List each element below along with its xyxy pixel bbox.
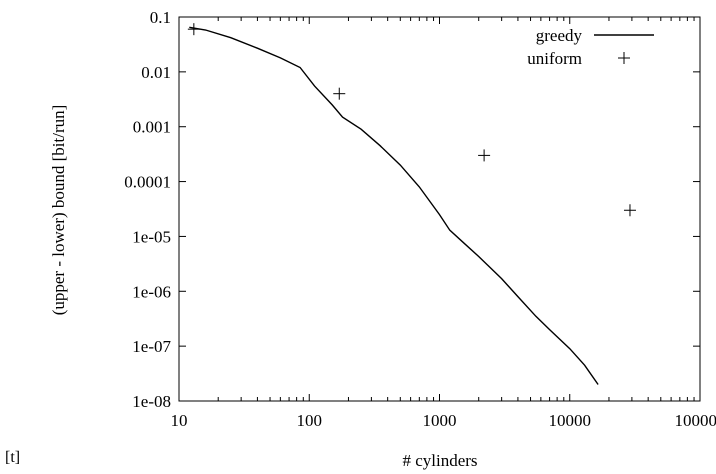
y-tick-label: 1e-07 xyxy=(132,337,171,356)
y-tick-label: 1e-05 xyxy=(132,227,171,246)
x-tick-label: 10 xyxy=(171,411,188,430)
x-axis-title: # cylinders xyxy=(402,451,477,470)
y-tick-label: 1e-06 xyxy=(132,282,171,301)
legend-swatch-uniform xyxy=(618,52,630,64)
y-tick-label: 0.0001 xyxy=(124,173,171,192)
x-tick-label: 100 xyxy=(297,411,323,430)
data-point-uniform xyxy=(478,149,490,161)
y-tick-label: 0.1 xyxy=(150,8,171,27)
legend-label-uniform: uniform xyxy=(527,49,582,68)
series-layer xyxy=(188,23,636,384)
data-point-uniform xyxy=(624,204,636,216)
plot-frame xyxy=(179,17,700,401)
legend: greedy uniform xyxy=(527,26,654,68)
series-line-greedy xyxy=(189,27,598,384)
x-tick-label: 1000 xyxy=(423,411,457,430)
y-tick-label: 0.001 xyxy=(133,118,171,137)
legend-label-greedy: greedy xyxy=(536,26,583,45)
y-axis-title: (upper - lower) bound [bit/run] xyxy=(49,105,68,316)
y-axis-ticks: 0.1 0.01 0.001 0.0001 1e-05 1e-06 1e-07 1e-08 xyxy=(124,8,700,411)
y-tick-label: 0.01 xyxy=(141,63,171,82)
x-tick-label: 10000 xyxy=(549,411,592,430)
data-point-uniform xyxy=(333,88,345,100)
caption-fragment: [t] xyxy=(5,449,20,466)
y-tick-label: 1e-08 xyxy=(132,392,171,411)
data-point-uniform xyxy=(188,23,200,35)
